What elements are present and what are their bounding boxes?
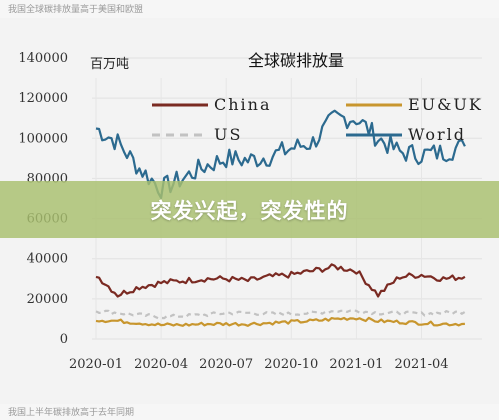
series-line-euuk: [95, 316, 465, 327]
x-tick-label: 2021-04: [394, 357, 448, 372]
legend: China EU&UK US World: [152, 95, 483, 144]
x-tick-label: 2020-10: [264, 357, 318, 372]
unit-label: 百万吨: [90, 57, 129, 72]
x-tick-label: 2020-04: [134, 357, 188, 372]
banner-text: 突发兴起，突发性的: [150, 198, 349, 223]
legend-label: World: [408, 125, 466, 144]
x-tick-label: 2020-01: [69, 357, 123, 372]
y-tick-label: 20000: [27, 292, 68, 307]
y-tick-label: 140000: [18, 51, 68, 66]
top-caption: 我国全球碳排放量高于美国和欧盟: [8, 5, 144, 15]
bottom-caption: 我国上半年碳排放高于去年同期: [8, 408, 135, 418]
legend-label: China: [214, 95, 272, 114]
x-tick-label: 2020-07: [199, 357, 253, 372]
overlay-banner: 突发兴起，突发性的: [0, 181, 499, 238]
y-tick-label: 0: [60, 332, 68, 347]
y-tick-label: 100000: [18, 131, 68, 146]
chart-title: 全球碳排放量: [248, 51, 344, 70]
series-line-us: [95, 309, 466, 320]
y-tick-label: 120000: [18, 91, 68, 106]
y-tick-label: 40000: [27, 252, 68, 267]
series-line-china: [95, 263, 466, 298]
x-tick-label: 2021-01: [329, 357, 383, 372]
legend-label: US: [214, 125, 242, 144]
x-axis-ticks: 2020-01 2020-04 2020-07 2020-10 2021-01 2021-…: [69, 357, 449, 372]
legend-label: EU&UK: [408, 95, 483, 114]
